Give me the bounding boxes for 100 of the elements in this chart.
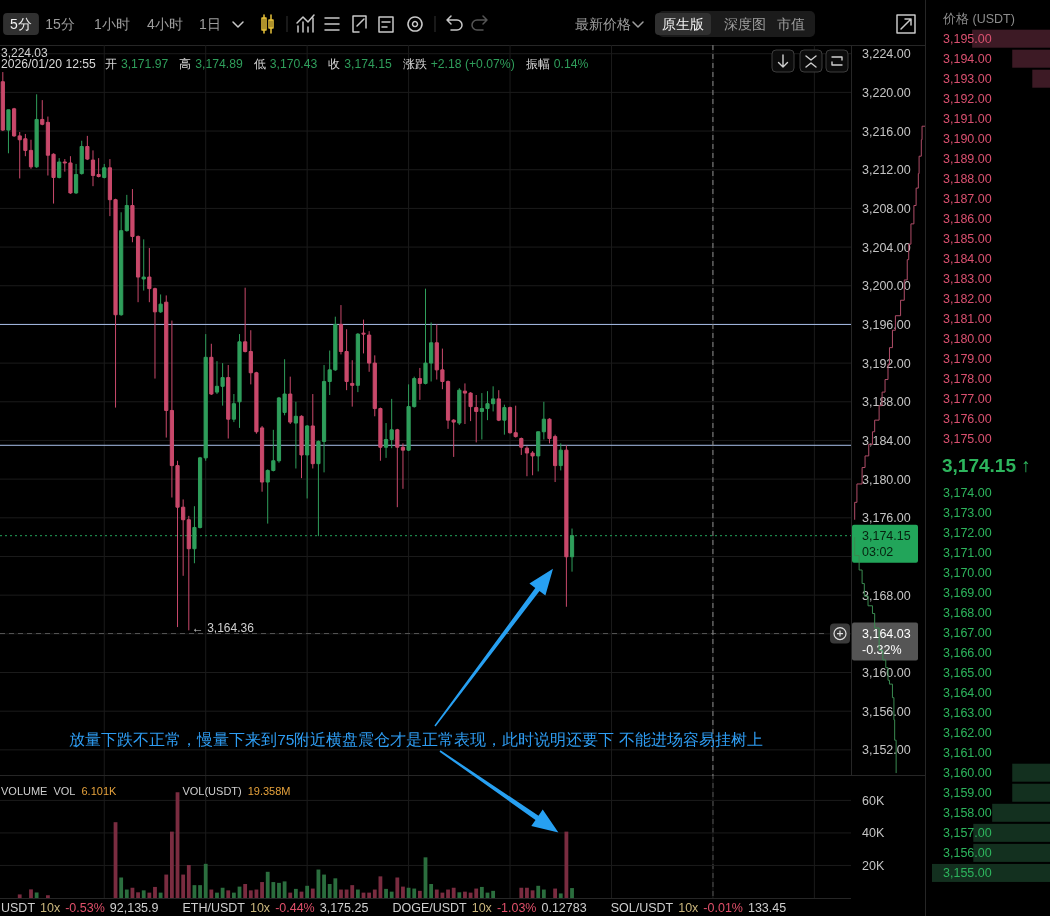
y-tick-label: 3,160.00 [862, 666, 911, 681]
y-tick-label: 3,188.00 [862, 395, 911, 410]
bar [158, 892, 163, 898]
candlestick [288, 376, 293, 425]
bar [401, 886, 405, 898]
bar [153, 886, 157, 898]
y-tick-label: 3,160.00 [943, 766, 992, 781]
bar [525, 887, 529, 898]
y-tick-label: 3,181.00 [943, 312, 992, 327]
annotation: +2.18 (+0.07%) [430, 57, 515, 71]
y-tick-label: 3,155.00 [943, 866, 992, 881]
bar [355, 889, 360, 898]
text: 0.12783 [541, 901, 587, 915]
annotation: 低 [253, 57, 266, 71]
bar [491, 890, 496, 898]
y-tick-label: 3,191.00 [943, 112, 992, 127]
bar [169, 831, 174, 898]
y-tick-label: 3,176.00 [862, 511, 911, 526]
bar [558, 893, 563, 898]
text: 最新价格 [575, 16, 631, 32]
annotation: 开 [104, 57, 117, 71]
y-tick-label: 3,175.00 [943, 432, 992, 447]
bar [457, 892, 462, 898]
y-tick-label: 3,173.00 [943, 505, 992, 520]
text: 3,175.25 [319, 901, 369, 915]
y-tick-label: 3,168.00 [943, 605, 992, 620]
y-tick-label: 3,189.00 [943, 152, 992, 167]
candlestick [6, 109, 11, 154]
annotation: 涨跌 [402, 57, 427, 71]
y-tick-label: 3,162.00 [943, 726, 992, 741]
annotation: VOLUME [1, 785, 48, 797]
candlestick [243, 287, 248, 353]
y-tick-label: 3,193.00 [943, 72, 992, 87]
annotation: 3,174.89 [195, 57, 244, 71]
text: 深度图 [724, 16, 766, 32]
y-tick-label: 3,186.00 [943, 212, 992, 227]
candlestick [158, 293, 163, 314]
annotation: 6.101K [81, 785, 118, 797]
candlestick [34, 93, 39, 169]
y-tick-label: 3,184.00 [943, 252, 992, 267]
text: -1.03% [496, 901, 537, 915]
bar [446, 889, 450, 898]
bar [220, 887, 225, 898]
y-tick-label: 3,156.00 [862, 704, 911, 719]
candlestick [350, 359, 355, 408]
annotation: 放量下跌不正常，慢量下来到75附近横盘震仓才是正常表现，此时说明还要下 不能进场容易挂树上 [69, 731, 763, 748]
annotation: VOL [53, 785, 76, 797]
candlestick [231, 393, 236, 423]
y-tick-label: 3,178.00 [943, 372, 992, 387]
bar [248, 890, 253, 898]
candlestick [536, 431, 541, 472]
y-tick-label: 3,179.00 [943, 352, 992, 367]
bar [198, 885, 202, 898]
text: USDT [1, 901, 36, 915]
y-tick-label: 3,169.00 [943, 585, 992, 600]
annotation: ← 3,164.36 [191, 621, 255, 636]
bar [226, 890, 231, 898]
bar [417, 890, 422, 898]
text: 133.45 [747, 901, 787, 915]
bar [186, 864, 191, 898]
bar [136, 892, 140, 898]
y-tick-label: 3,182.00 [943, 292, 992, 307]
candlestick [299, 414, 304, 479]
bar [141, 890, 146, 898]
bar [293, 888, 298, 898]
text: 10x [249, 901, 271, 915]
y-tick-label: 3,161.00 [943, 746, 992, 761]
text: 15分 [45, 16, 75, 32]
bar [412, 888, 417, 898]
y-tick-label: 3,168.00 [862, 588, 911, 603]
candlestick [186, 515, 191, 631]
y-tick-label: 3,164.00 [943, 686, 992, 700]
bar [243, 884, 248, 898]
annotation: 收 [328, 57, 341, 71]
y-tick-label: 3,166.00 [943, 645, 992, 660]
bar [34, 892, 39, 898]
y-tick-label: 3,194.00 [943, 52, 992, 67]
candlestick [237, 333, 242, 429]
candlestick [564, 444, 569, 608]
bar [209, 889, 214, 898]
y-tick-label: 3,172.00 [943, 525, 992, 540]
y-tick-label: 3,156.00 [943, 846, 992, 861]
candlestick [57, 157, 62, 179]
candlestick [474, 394, 479, 443]
bar [372, 889, 377, 898]
y-tick-label: 40K [862, 826, 885, 841]
bar [181, 874, 186, 898]
bar [519, 887, 524, 898]
bar [46, 895, 50, 898]
bar [350, 885, 355, 898]
bar [119, 877, 124, 898]
text: 原生版 [662, 16, 704, 32]
candlestick [305, 424, 310, 499]
y-tick-label: 3,220.00 [862, 85, 911, 100]
y-tick-label: 3,195.00 [943, 32, 992, 47]
ref-line-label: 3,174.15 03:02 [862, 529, 911, 560]
y-tick-label: 3,157.00 [943, 826, 992, 841]
candlestick [355, 332, 360, 393]
bar [479, 886, 484, 898]
bar [463, 891, 467, 898]
